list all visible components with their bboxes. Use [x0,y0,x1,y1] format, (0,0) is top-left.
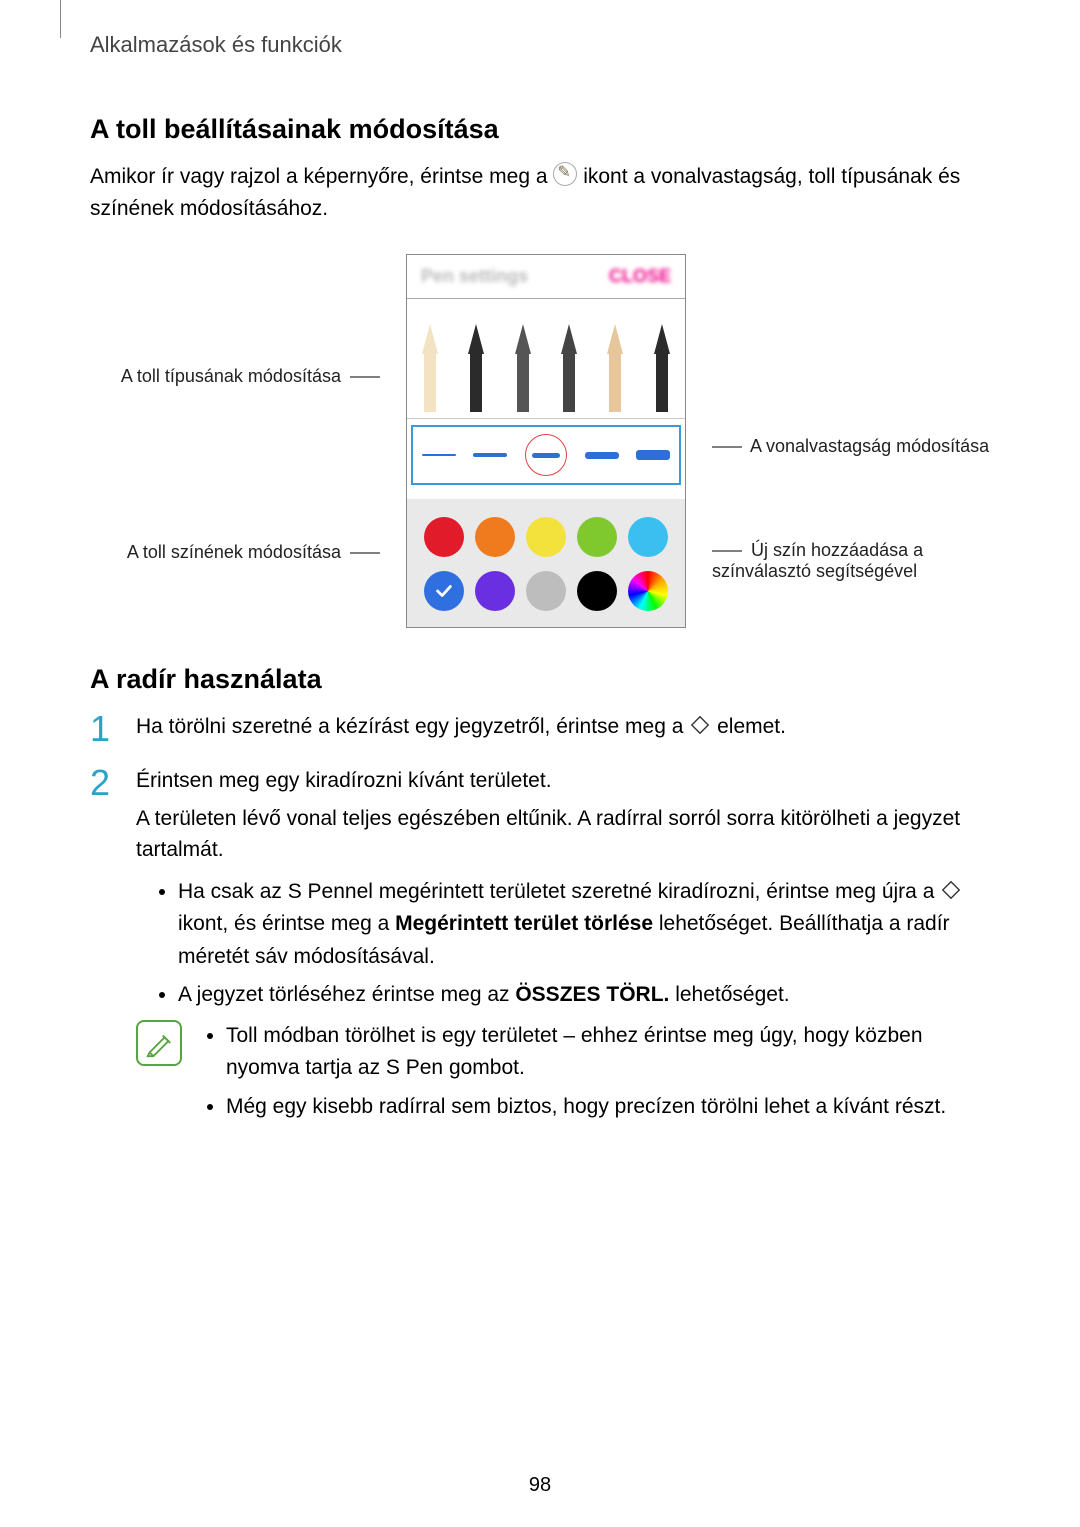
step1-pre: Ha törölni szeretné a kézírást egy jegyz… [136,715,689,738]
step2-bullet-1: Ha csak az S Pennel megérintett területe… [178,876,990,974]
eraser-steps: 1 Ha törölni szeretné a kézírást egy jeg… [90,711,990,1129]
pen-tool-2 [508,318,538,418]
label-pen-color: A toll színének módosítása [127,542,341,562]
color-swatch [526,571,566,611]
pen-tool-5 [647,318,677,418]
color-swatch [526,517,566,557]
note-1: Toll módban törölhet is egy területet – … [226,1020,990,1085]
b2-bold: ÖSSZES TÖRL. [515,983,669,1006]
panel-header: Pen settings CLOSE [407,255,685,299]
step1-post: elemet. [717,715,786,738]
figure-left-labels: A toll típusának módosítása A toll színé… [130,254,380,594]
b1-pre: Ha csak az S Pennel megérintett területe… [178,880,940,903]
b1-bold: Megérintett terület törlése [395,912,653,935]
b2-pre: A jegyzet törléséhez érintse meg az [178,983,515,1006]
color-swatch [475,517,515,557]
pen-tool-4 [600,318,630,418]
page-content: Alkalmazások és funkciók A toll beállítá… [0,0,1080,1129]
step2-line1: Érintsen meg egy kiradírozni kívánt terü… [136,765,990,797]
note-bullets: Toll módban törölhet is egy területet – … [200,1020,990,1130]
step2-line2: A területen lévő vonal teljes egészében … [136,803,990,866]
section-heading-pen-settings: A toll beállításainak módosítása [90,114,990,145]
pen-settings-icon [553,162,577,186]
color-swatch [577,571,617,611]
pen-settings-figure: A toll típusának módosítása A toll színé… [130,254,990,628]
section1-paragraph: Amikor ír vagy rajzol a képernyőre, érin… [90,161,990,224]
note-icon [136,1020,182,1066]
label-add-color: Új szín hozzáadása a színválasztó segíts… [712,540,923,581]
step2-bullet-2: A jegyzet törléséhez érintse meg az ÖSSZ… [178,979,990,1012]
step-1: 1 Ha törölni szeretné a kézírást egy jeg… [90,711,990,747]
stroke-width-row [411,425,681,485]
step2-bullets: Ha csak az S Pennel megérintett területe… [136,876,990,1012]
note-block: Toll módban törölhet is egy területet – … [136,1020,990,1130]
color-picker-swatch [628,571,668,611]
pen-tool-3 [554,318,584,418]
figure-right-labels: A vonalvastagság módosítása Új szín hozz… [712,254,1012,594]
eraser-icon [940,879,962,901]
stroke-sample-0 [422,454,456,456]
color-swatch [475,571,515,611]
note-2: Még egy kisebb radírral sem biztos, hogy… [226,1091,990,1124]
section-heading-eraser: A radír használata [90,664,990,695]
page-number: 98 [0,1474,1080,1497]
stroke-sample-3 [585,452,619,459]
color-swatch [628,517,668,557]
label-line-width: A vonalvastagság módosítása [750,436,989,456]
color-swatch [577,517,617,557]
stroke-sample-selected [525,434,567,476]
section1-para-pre: Amikor ír vagy rajzol a képernyőre, érin… [90,165,553,188]
color-swatch [424,517,464,557]
pen-tool-1 [461,318,491,418]
step-number-1: 1 [90,711,118,747]
pen-tool-0 [415,318,445,418]
breadcrumb: Alkalmazások és funkciók [90,32,990,58]
b2-tail: lehetőséget. [675,983,789,1006]
step-2: 2 Érintsen meg egy kiradírozni kívánt te… [90,765,990,1129]
label-pen-type: A toll típusának módosítása [121,366,341,386]
eraser-icon [689,714,711,736]
stroke-sample-1 [473,453,507,457]
step-number-2: 2 [90,765,118,1129]
pen-type-row [407,299,685,419]
panel-header-title: Pen settings [421,266,528,287]
color-palette [407,499,685,627]
pen-settings-panel: Pen settings CLOSE [406,254,686,628]
panel-header-close: CLOSE [609,266,671,287]
color-swatch [424,571,464,611]
b1-post: ikont, és érintse meg a [178,912,395,935]
stroke-sample-4 [636,450,670,460]
page-margin-line [60,0,61,38]
